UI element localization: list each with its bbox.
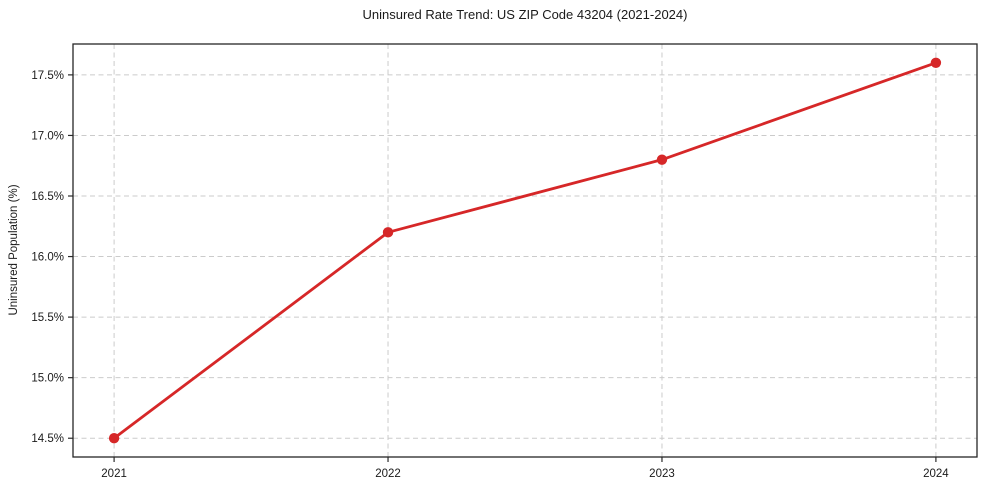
data-point-2021 (108, 433, 120, 444)
x-tick-label: 2024 (923, 468, 949, 480)
y-tick-label: 16.5% (31, 191, 64, 203)
y-tick-label: 15.5% (31, 312, 64, 324)
y-tick-label: 17.5% (31, 70, 64, 82)
y-tick-label: 15.0% (31, 373, 64, 385)
chart-title: Uninsured Rate Trend: US ZIP Code 43204 … (362, 7, 688, 22)
x-tick-label: 2021 (101, 468, 127, 480)
y-tick-label: 16.0% (31, 252, 64, 264)
data-point-2023 (656, 154, 668, 165)
y-tick-label: 14.5% (31, 433, 64, 445)
trend-line (112, 61, 938, 440)
x-tick-label: 2023 (649, 468, 675, 480)
y-tick-label: 17.0% (31, 130, 64, 142)
data-point-2024 (930, 57, 942, 68)
axes-spines (72, 43, 978, 458)
x-tick-label: 2022 (375, 468, 401, 480)
data-point-2022 (382, 227, 394, 238)
